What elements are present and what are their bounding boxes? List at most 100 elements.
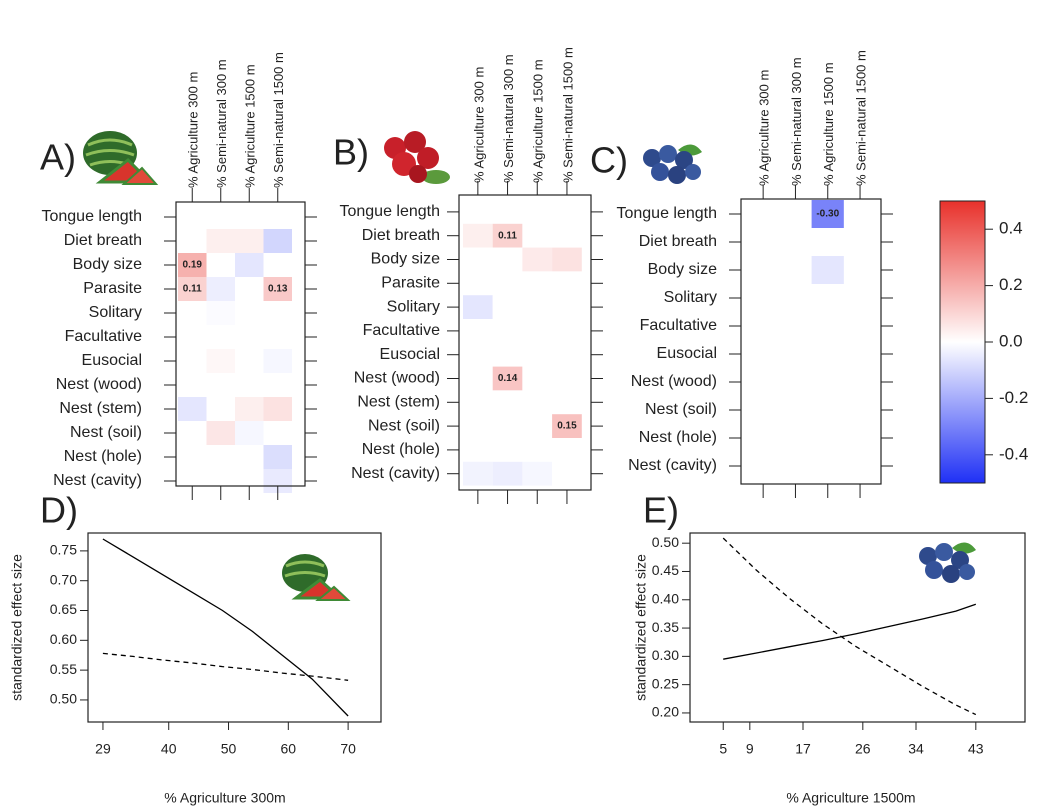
- heat-cell: [206, 277, 235, 301]
- heat-cell: [235, 325, 264, 349]
- heat-cell: [811, 340, 844, 368]
- heat-cell: [463, 247, 493, 272]
- heat-cell: [811, 452, 844, 480]
- effect-line: [722, 537, 977, 716]
- row-label: Tongue length: [41, 208, 142, 225]
- heat-cell: [492, 271, 523, 296]
- y-axis-title: standardized effect size: [9, 554, 25, 701]
- row-label: Nest (wood): [56, 376, 142, 393]
- heat-cell: [843, 424, 877, 452]
- row-label: Eusocial: [82, 352, 142, 369]
- colorbar-tick-label: 0.4: [999, 219, 1023, 238]
- row-label: Facultative: [65, 328, 142, 345]
- heat-cell: [779, 368, 812, 396]
- heat-cell: [463, 295, 493, 319]
- heat-cell: [178, 229, 207, 253]
- heat-cell: [235, 421, 264, 445]
- heat-cell: [552, 295, 582, 319]
- row-label: Nest (stem): [59, 400, 142, 417]
- heat-cell: [779, 396, 812, 424]
- x-tick-label: 5: [719, 741, 727, 757]
- heat-cell: [463, 461, 493, 486]
- row-label: Nest (soil): [368, 417, 440, 434]
- column-label: % Semi-natural 1500 m: [853, 50, 868, 186]
- x-tick-label: 34: [908, 741, 924, 757]
- heat-cell: [235, 229, 264, 253]
- heat-cell: [552, 366, 582, 391]
- heat-cell: [779, 228, 812, 256]
- heat-cell: [178, 373, 207, 397]
- row-label: Body size: [648, 261, 717, 278]
- heat-cell: [263, 253, 292, 277]
- heatmap-frame: [175, 201, 306, 487]
- column-label: % Agriculture 1500 m: [243, 64, 258, 188]
- heat-cell: [492, 390, 523, 415]
- heat-cell: [206, 373, 235, 397]
- heat-cell: [463, 271, 493, 296]
- heat-cell: [747, 396, 780, 424]
- heat-cell: [263, 445, 292, 469]
- row-label: Eusocial: [380, 346, 440, 363]
- x-tick-label: 29: [95, 741, 111, 757]
- y-tick-label: 0.45: [652, 562, 679, 578]
- heat-cell: [811, 396, 844, 424]
- y-tick-label: 0.40: [652, 590, 679, 606]
- heat-cell: [235, 277, 264, 301]
- heat-cell: [492, 414, 523, 438]
- x-tick-label: 9: [746, 741, 754, 757]
- heat-cell: [263, 325, 292, 349]
- cell-label: -0.30: [816, 209, 839, 220]
- heat-cell: [522, 247, 553, 272]
- heat-cell: [843, 256, 877, 284]
- row-label: Tongue length: [616, 205, 717, 222]
- heat-cell: [206, 301, 235, 325]
- column-label: % Semi-natural 300 m: [501, 54, 516, 183]
- heat-cell: [463, 414, 493, 438]
- heat-cell: [463, 438, 493, 462]
- row-label: Body size: [371, 251, 440, 268]
- heat-cell: [263, 421, 292, 445]
- column-label: % Agriculture 300 m: [471, 67, 486, 183]
- heat-cell: [779, 452, 812, 480]
- row-label: Nest (soil): [645, 401, 717, 418]
- colorbar-tick-label: 0.2: [999, 275, 1023, 294]
- cell-label: 0.13: [268, 284, 288, 295]
- heat-cell: [843, 396, 877, 424]
- y-tick-label: 0.70: [50, 571, 77, 587]
- heat-cell: [747, 200, 780, 228]
- row-label: Nest (hole): [362, 441, 440, 458]
- heat-cell: [492, 295, 523, 319]
- heat-cell: [178, 397, 207, 421]
- heat-cell: [235, 445, 264, 469]
- heat-cell: [206, 253, 235, 277]
- row-label: Diet breath: [639, 233, 717, 250]
- heat-cell: [552, 342, 582, 367]
- row-label: Nest (soil): [70, 424, 142, 441]
- heat-cell: [492, 461, 523, 486]
- heat-cell: [552, 438, 582, 462]
- heat-cell: [492, 319, 523, 343]
- row-label: Facultative: [363, 322, 440, 339]
- heat-cell: [463, 223, 493, 248]
- heat-cell: [747, 368, 780, 396]
- column-label: % Semi-natural 300 m: [789, 57, 804, 186]
- heat-cell: [779, 256, 812, 284]
- heat-cell: [811, 312, 844, 340]
- y-tick-label: 0.50: [50, 691, 77, 707]
- row-label: Tongue length: [339, 203, 440, 220]
- colorbar-tick-label: -0.2: [999, 388, 1028, 407]
- heat-cell: [843, 228, 877, 256]
- row-label: Nest (wood): [354, 370, 440, 387]
- heat-cell: [843, 340, 877, 368]
- heat-cell: [263, 373, 292, 397]
- column-label: % Agriculture 1500 m: [531, 59, 546, 183]
- row-label: Nest (wood): [631, 373, 717, 390]
- column-label: % Agriculture 1500 m: [821, 62, 836, 186]
- colorbar-tick-label: 0.0: [999, 331, 1023, 350]
- heat-cell: [263, 349, 292, 373]
- heat-cell: [492, 247, 523, 272]
- x-tick-label: 43: [968, 741, 984, 757]
- column-label: % Semi-natural 1500 m: [560, 47, 575, 183]
- heat-cell: [235, 397, 264, 421]
- heat-cell: [206, 349, 235, 373]
